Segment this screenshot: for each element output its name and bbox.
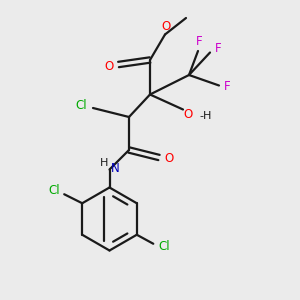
Text: H: H <box>100 158 108 168</box>
Text: N: N <box>110 161 119 175</box>
Text: O: O <box>165 152 174 166</box>
Text: F: F <box>215 42 222 56</box>
Text: Cl: Cl <box>76 99 87 112</box>
Text: Cl: Cl <box>48 184 59 197</box>
Text: Cl: Cl <box>158 240 169 253</box>
Text: O: O <box>161 20 170 33</box>
Text: O: O <box>104 59 113 73</box>
Text: F: F <box>224 80 231 94</box>
Text: O: O <box>184 108 193 122</box>
Text: F: F <box>196 35 203 48</box>
Text: -H: -H <box>199 111 212 122</box>
